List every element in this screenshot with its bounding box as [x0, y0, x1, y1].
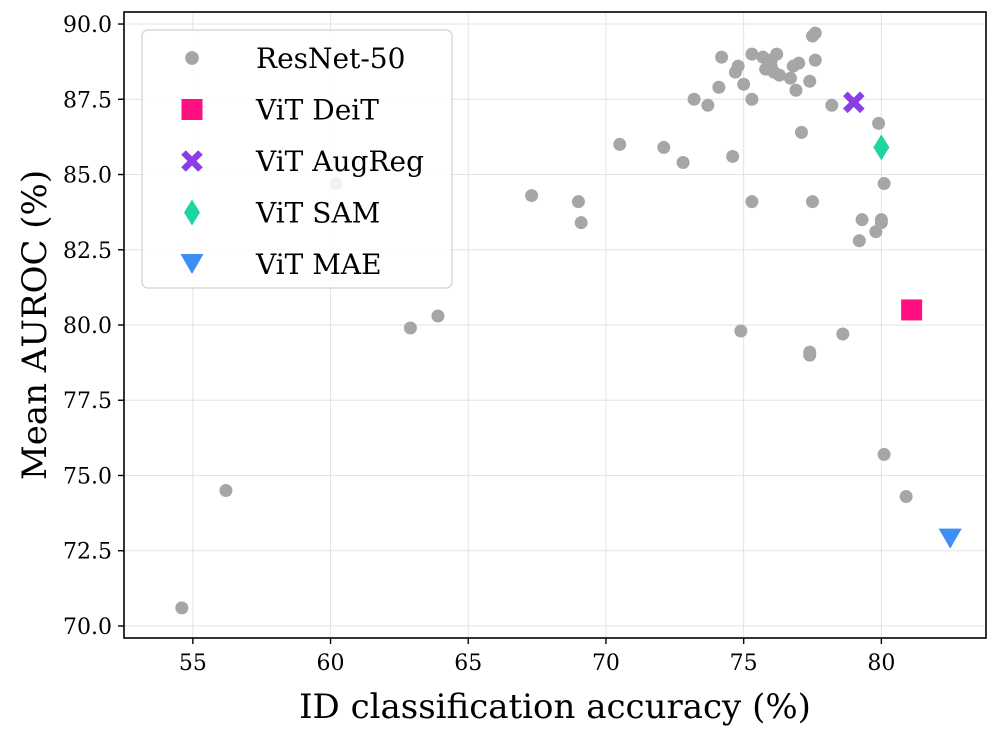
resnet-50-point: [794, 125, 808, 139]
x-axis-label: ID classification accuracy (%): [299, 687, 811, 727]
resnet-50-point: [745, 195, 759, 209]
y-tick-label: 70.0: [63, 615, 112, 640]
resnet-50-point: [877, 177, 891, 191]
resnet-50-point: [687, 92, 701, 106]
y-axis-ticks: 70.0 72.5 75.0 77.5 80.0 82.5 85.0 87.5 90.0: [63, 13, 124, 640]
x-axis-ticks: 55 60 65 70 75 80: [179, 638, 895, 676]
y-tick-label: 90.0: [63, 13, 112, 38]
legend-marker-resnet-50: [185, 51, 199, 65]
data-marks: [175, 26, 962, 615]
resnet-50-point: [789, 83, 803, 97]
resnet-50-point: [403, 321, 417, 335]
resnet-50-point: [770, 47, 784, 61]
resnet-50-point: [745, 92, 759, 106]
vit-augreg-point: [843, 91, 865, 114]
resnet-50-point: [877, 447, 891, 461]
vit-deit-point: [901, 299, 923, 321]
resnet-50-point: [571, 195, 585, 209]
legend-label-vit-augreg: ViT AugReg: [255, 145, 424, 178]
resnet-50-point: [783, 71, 797, 85]
resnet-50-point: [731, 59, 745, 73]
resnet-50-point: [525, 189, 539, 203]
resnet-50-point: [175, 601, 189, 615]
y-tick-label: 85.0: [63, 164, 112, 189]
resnet-50-point: [803, 74, 817, 88]
x-tick-label: 65: [454, 651, 482, 676]
y-tick-label: 72.5: [63, 540, 112, 565]
resnet-50-point: [745, 47, 759, 61]
resnet-50-point: [431, 309, 445, 323]
legend-label-vit-mae: ViT MAE: [255, 248, 382, 281]
resnet-50-point: [613, 137, 627, 151]
resnet-50-point: [805, 195, 819, 209]
resnet-50-point: [219, 484, 233, 498]
resnet-50-point: [574, 216, 588, 230]
resnet-50-point: [836, 327, 850, 341]
resnet-50-point: [872, 116, 886, 130]
legend-label-vit-sam: ViT SAM: [255, 197, 380, 230]
legend-marker-vit-deit: [181, 99, 203, 120]
resnet-50-point: [676, 155, 690, 169]
x-tick-label: 70: [592, 651, 620, 676]
legend-label-resnet-50: ResNet-50: [256, 42, 405, 75]
resnet-50-point: [855, 213, 869, 227]
y-axis-label: Mean AUROC (%): [15, 170, 55, 480]
y-tick-label: 80.0: [63, 314, 112, 339]
x-tick-label: 80: [867, 651, 895, 676]
x-tick-label: 60: [317, 651, 345, 676]
resnet-50-point: [712, 80, 726, 94]
legend-marker-vit-mae: [180, 254, 204, 274]
y-tick-label: 87.5: [63, 88, 112, 113]
resnet-50-point: [803, 345, 817, 359]
resnet-50-point: [657, 140, 671, 154]
legend-marker-vit-augreg: [181, 150, 203, 172]
vit-mae-point: [938, 528, 962, 549]
legend-box: [141, 29, 453, 289]
resnet-50-point: [792, 56, 806, 70]
resnet-50-point: [825, 98, 839, 112]
x-tick-label: 75: [730, 651, 758, 676]
resnet-50-point: [701, 98, 715, 112]
vit-sam-point: [873, 134, 890, 161]
resnet-50-point: [715, 50, 729, 64]
resnet-50-point: [726, 149, 740, 163]
resnet-50-point: [874, 213, 888, 227]
legend-marker-vit-sam: [184, 199, 200, 226]
legend-label-vit-deit: ViT DeiT: [255, 94, 379, 127]
resnet-50-point: [808, 53, 822, 67]
resnet-50-point: [899, 490, 913, 504]
x-tick-label: 55: [179, 651, 207, 676]
y-tick-label: 82.5: [63, 239, 112, 264]
resnet-50-point: [808, 26, 822, 40]
legend: ResNet-50 ViT DeiT ViT AugReg ViT SAM ViT MA…: [141, 29, 453, 289]
resnet-50-point: [737, 77, 751, 91]
resnet-50-point: [852, 234, 866, 248]
resnet-50-point: [772, 68, 786, 82]
resnet-50-point: [734, 324, 748, 338]
y-tick-label: 77.5: [63, 389, 112, 414]
y-tick-label: 75.0: [63, 464, 112, 489]
